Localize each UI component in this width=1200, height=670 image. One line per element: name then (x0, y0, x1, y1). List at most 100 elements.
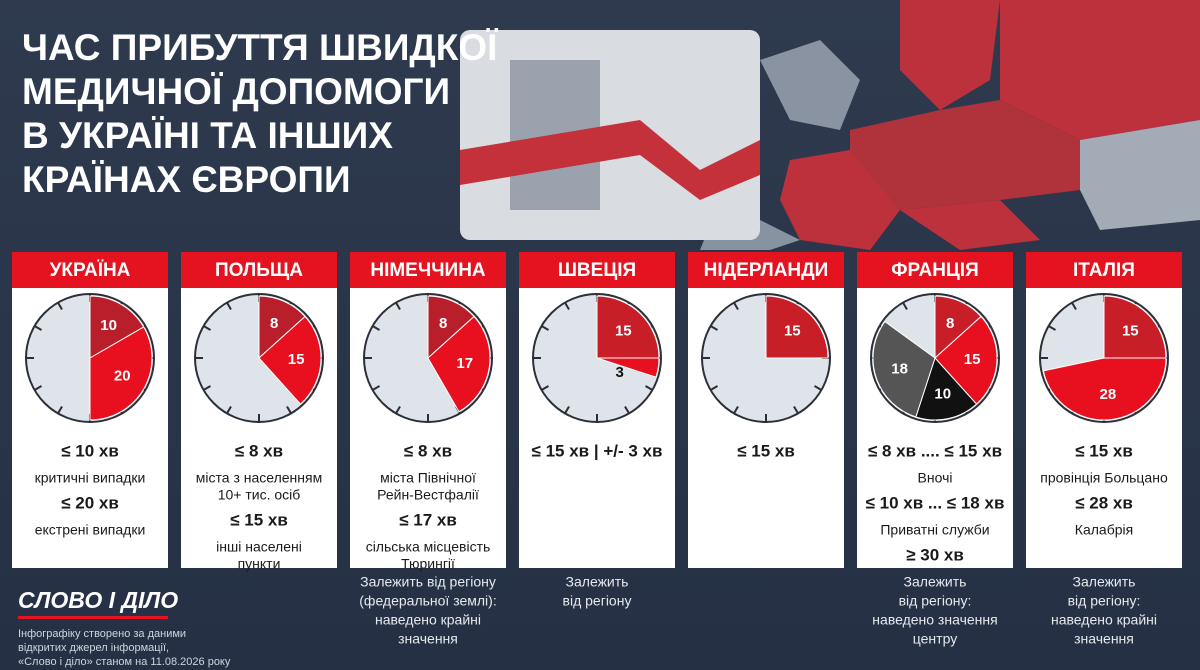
card-note: (федеральної землі): (359, 593, 496, 609)
clock-tick (34, 385, 43, 391)
country-name: НІМЕЧЧИНА (370, 260, 486, 281)
clock-tick (395, 302, 401, 311)
ambulance-decoration (460, 30, 760, 240)
clock-tick (286, 405, 292, 414)
time-caption: інші населені (216, 539, 302, 555)
clock-tick (34, 325, 43, 331)
time-caption: критичні випадки (35, 470, 146, 486)
clock-tick (1048, 325, 1057, 331)
time-segment (765, 295, 829, 359)
clock-tick (564, 302, 570, 311)
country-name: НІДЕРЛАНДИ (704, 260, 829, 281)
clock-tick (733, 405, 739, 414)
card-note: Залежить (1073, 574, 1136, 590)
card-note: наведено крайні (1051, 612, 1157, 628)
card-note: наведено крайні (375, 612, 481, 628)
country-name: ШВЕЦІЯ (558, 260, 636, 281)
time-value: ≤ 15 хв (1075, 441, 1133, 460)
time-caption: Рейн-Вестфалії (377, 487, 479, 503)
clock-tick (710, 385, 719, 391)
card-header (181, 252, 337, 288)
time-caption: 10+ тис. осіб (218, 487, 301, 503)
time-value: ≤ 8 хв (235, 441, 283, 460)
country-name: УКРАЇНА (50, 260, 131, 281)
segment-label: 18 (891, 360, 908, 377)
clock-tick (395, 405, 401, 414)
time-value: ≤ 10 хв (61, 441, 119, 460)
time-caption: Тюрингії (401, 556, 455, 572)
source-line: відкритих джерел інформації, (18, 642, 169, 654)
logo-underline (18, 616, 168, 619)
segment-label: 20 (114, 368, 131, 385)
time-caption: міста Північної (380, 470, 476, 486)
cards: УКРАЇНА 10 20 ≤ 10 хв критичні випадки ≤ 20 х… (12, 252, 1182, 647)
segment-label: 17 (456, 355, 473, 372)
clock-tick (541, 385, 550, 391)
time-segment (89, 326, 153, 421)
clock-tick (372, 325, 381, 331)
time-value: ≤ 28 хв (1075, 493, 1133, 512)
time-segment (934, 315, 998, 405)
time-caption: провінція Больцано (1040, 470, 1168, 486)
card-header (519, 252, 675, 288)
country-name: ПОЛЬЩА (215, 260, 303, 281)
time-segment (1042, 357, 1167, 421)
clock-tick (902, 302, 908, 311)
clock-tick (226, 302, 232, 311)
source-line: «Слово і діло» станом на 11.08.2026 року (18, 656, 231, 668)
title-line: КРАЇНАХ ЄВРОПИ (22, 159, 351, 200)
time-caption: Калабрія (1075, 522, 1133, 538)
segment-label: 15 (964, 351, 981, 368)
title-line: В УКРАЇНІ ТА ІНШИХ (22, 115, 393, 156)
map-decoration (700, 0, 1200, 250)
clock-tick (203, 325, 212, 331)
clock-tick (644, 385, 653, 391)
time-segment (596, 295, 660, 359)
time-value: ≤ 8 хв .... ≤ 15 хв (868, 441, 1002, 460)
segment-label: 28 (1100, 386, 1117, 403)
card-note: значення (1074, 631, 1134, 647)
segment-label: 8 (439, 315, 447, 332)
segment-label: 3 (615, 364, 623, 381)
clock-tick (372, 385, 381, 391)
clock-tick (733, 302, 739, 311)
clock-tick (813, 385, 822, 391)
clock-tick (710, 325, 719, 331)
segment-label: 15 (615, 323, 632, 340)
clock-tick (57, 302, 63, 311)
time-caption: міста з населенням (196, 470, 322, 486)
clock-tick (541, 325, 550, 331)
time-value: ≤ 10 хв ... ≤ 18 хв (866, 493, 1005, 512)
clock-tick (564, 405, 570, 414)
card-header (688, 252, 844, 288)
time-value: ≤ 20 хв (61, 493, 119, 512)
clock-tick (793, 405, 799, 414)
time-segment (596, 357, 660, 378)
time-segment (1103, 295, 1167, 359)
time-caption: Приватні служби (880, 522, 989, 538)
segment-label: 8 (946, 315, 954, 332)
time-segment (258, 315, 322, 405)
logo: СЛОВО І ДІЛО (18, 587, 178, 613)
segment-label: 8 (270, 315, 278, 332)
source-line: Інфографіку створено за даними (18, 628, 186, 640)
clock-tick (1071, 302, 1077, 311)
clock-tick (57, 405, 63, 414)
country-name: ІТАЛІЯ (1073, 260, 1135, 281)
card-note: центру (913, 631, 957, 647)
time-segment (89, 295, 145, 359)
time-caption: пункти (238, 556, 281, 572)
time-value: ≤ 17 хв (399, 510, 457, 529)
title-line: МЕДИЧНОЇ ДОПОМОГИ (22, 71, 450, 112)
country-name: ФРАНЦІЯ (891, 260, 978, 281)
clock-tick (226, 405, 232, 414)
clock-tick (624, 405, 630, 414)
time-value: ≤ 8 хв (404, 441, 452, 460)
time-value: ≤ 15 хв (737, 441, 795, 460)
segment-label: 15 (1122, 323, 1139, 340)
card-note: від регіону: (899, 593, 972, 609)
clock-tick (203, 385, 212, 391)
